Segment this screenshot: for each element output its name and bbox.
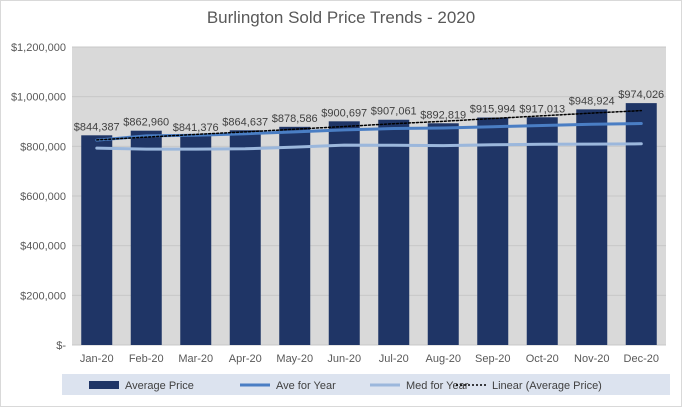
y-axis: $- $200,000 $400,000 $600,000 $800,000 $1,000… (11, 42, 66, 352)
bar (427, 123, 459, 345)
x-axis: Jan-20 Feb-20 Mar-20 Apr-20 May-20 Jun-20 Jul-… (80, 353, 659, 365)
x-tick-label: Aug-20 (426, 353, 461, 365)
x-tick-label: Mar-20 (178, 353, 213, 365)
bar-series (81, 103, 657, 346)
data-label: $841,376 (173, 122, 219, 134)
y-tick-label: $400,000 (20, 241, 66, 253)
y-tick-label: $800,000 (20, 141, 66, 153)
x-tick-label: Oct-20 (526, 353, 559, 365)
legend-label: Average Price (125, 380, 194, 392)
x-tick-label: May-20 (276, 353, 313, 365)
x-tick-label: Jul-20 (379, 353, 409, 365)
bar (180, 136, 212, 345)
data-label: $948,924 (569, 95, 615, 107)
bar (229, 130, 261, 345)
x-tick-label: Dec-20 (624, 353, 659, 365)
bar (576, 109, 608, 345)
bar (328, 121, 360, 346)
data-label: $864,637 (222, 116, 268, 128)
bar (279, 126, 311, 345)
data-label: $907,061 (371, 106, 417, 118)
line-ave-for-year (95, 122, 643, 142)
data-labels: $844,387 $862,960 $841,376 $864,637 $878,586… (74, 89, 664, 134)
legend-label: Ave for Year (276, 380, 336, 392)
data-label: $915,994 (470, 104, 516, 116)
bar (625, 103, 657, 345)
legend-label: Med for Year (406, 380, 469, 392)
y-tick-label: $600,000 (20, 191, 66, 203)
line-series (95, 109, 643, 151)
y-tick-label: $1,200,000 (11, 42, 66, 54)
legend: Average Price Ave for Year Med for Year Lin… (62, 374, 670, 395)
line-linear-average-price (96, 109, 643, 141)
x-tick-label: Jun-20 (327, 353, 361, 365)
legend-box (62, 374, 670, 395)
line-med-for-year (95, 142, 643, 151)
legend-label: Linear (Average Price) (492, 380, 602, 392)
x-tick-label: Sep-20 (475, 353, 510, 365)
y-tick-label: $1,000,000 (11, 92, 66, 104)
data-label: $878,586 (272, 113, 318, 125)
bar (477, 117, 509, 345)
bar (378, 119, 410, 345)
data-label: $892,819 (420, 109, 466, 121)
data-label: $862,960 (123, 117, 169, 129)
chart-title: Burlington Sold Price Trends - 2020 (206, 8, 476, 27)
bar (81, 135, 113, 345)
data-label: $974,026 (618, 89, 664, 101)
x-tick-label: Nov-20 (574, 353, 609, 365)
data-label: $844,387 (74, 121, 120, 133)
data-label: $917,013 (519, 103, 565, 115)
bar (526, 117, 558, 345)
y-tick-label: $- (56, 340, 66, 352)
y-tick-label: $200,000 (20, 290, 66, 302)
x-tick-label: Feb-20 (129, 353, 164, 365)
x-tick-label: Jan-20 (80, 353, 114, 365)
data-label: $900,697 (321, 107, 367, 119)
x-tick-label: Apr-20 (229, 353, 262, 365)
legend-swatch-average-price (89, 381, 119, 389)
bar (130, 130, 162, 345)
